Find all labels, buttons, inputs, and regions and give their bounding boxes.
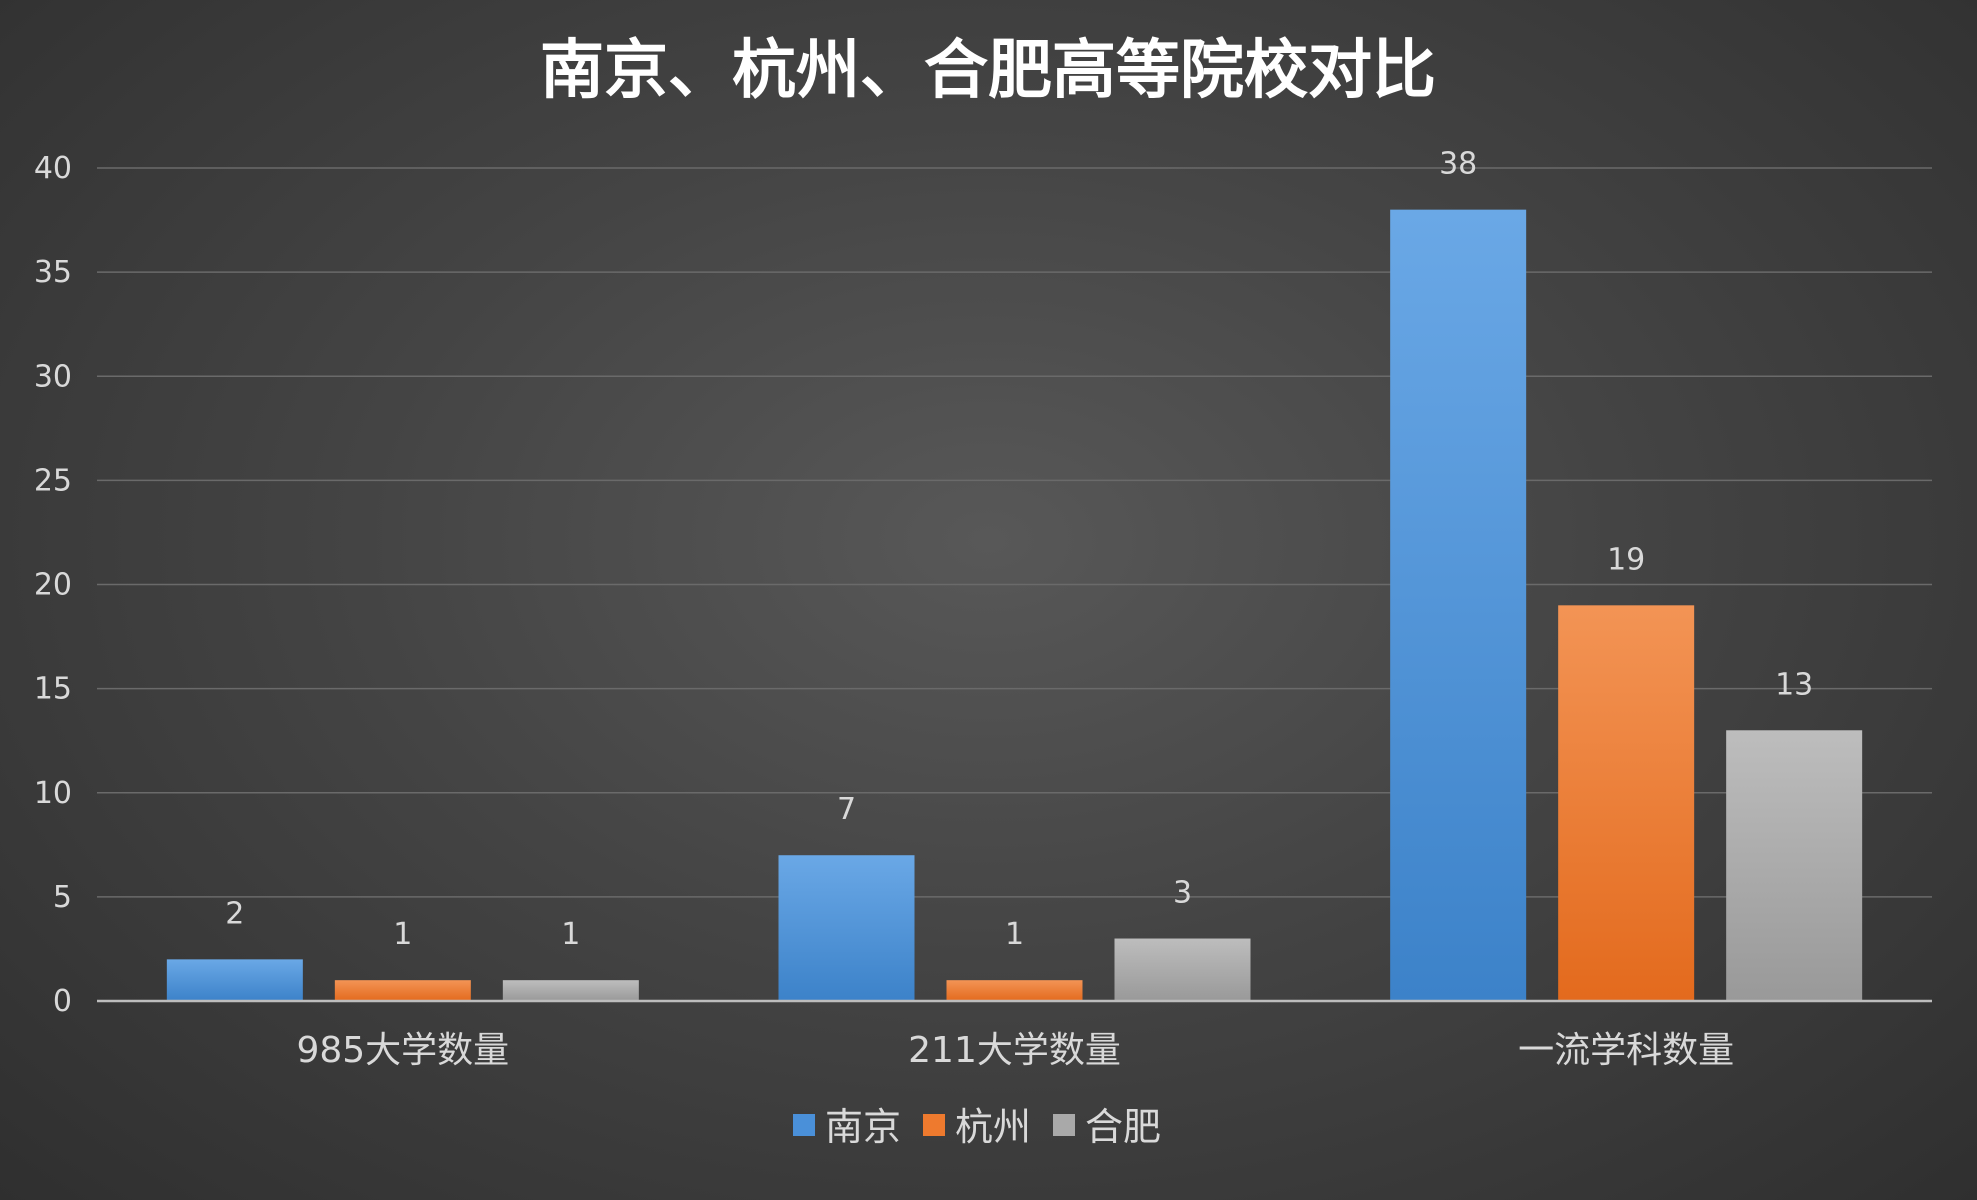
y-tick-label: 15	[34, 672, 72, 707]
y-tick-label: 20	[34, 568, 72, 603]
bars	[166, 209, 1863, 1001]
data-label: 38	[1439, 147, 1477, 182]
data-label: 2	[225, 896, 244, 931]
bar-南京-211大学数量	[778, 855, 915, 1001]
data-label: 7	[837, 792, 856, 827]
chart-title: 南京、杭州、合肥高等院校对比	[540, 34, 1436, 108]
legend-swatch-南京	[793, 1114, 815, 1136]
y-tick-label: 30	[34, 359, 72, 394]
x-tick-label: 一流学科数量	[1518, 1030, 1734, 1071]
legend-swatch-合肥	[1053, 1114, 1075, 1136]
legend-label: 合肥	[1085, 1105, 1161, 1149]
bar-合肥-985大学数量	[502, 980, 639, 1001]
data-label: 1	[1005, 917, 1024, 952]
bar-合肥-一流学科数量	[1726, 730, 1863, 1001]
gridlines	[97, 167, 1932, 898]
data-label: 1	[561, 917, 580, 952]
x-tick-label: 211大学数量	[908, 1030, 1121, 1071]
data-label: 19	[1607, 542, 1645, 577]
legend-label: 杭州	[955, 1105, 1031, 1149]
legend-label: 南京	[825, 1105, 901, 1149]
bar-南京-985大学数量	[166, 959, 303, 1001]
bar-杭州-211大学数量	[946, 980, 1083, 1001]
y-axis-ticks: 0 5 10 15 20 25 30 35 40	[34, 151, 72, 1019]
bar-合肥-211大学数量	[1114, 938, 1251, 1001]
bar-南京-一流学科数量	[1390, 209, 1527, 1001]
y-tick-label: 5	[53, 880, 72, 915]
x-axis-ticks: 985大学数量 211大学数量 一流学科数量	[296, 1030, 1734, 1071]
y-tick-label: 25	[34, 463, 72, 498]
data-label: 3	[1173, 876, 1192, 911]
data-label: 13	[1775, 667, 1813, 702]
bar-杭州-985大学数量	[334, 980, 471, 1001]
legend-swatch-杭州	[923, 1114, 945, 1136]
legend: 南京 杭州 合肥	[793, 1105, 1161, 1149]
y-tick-label: 40	[34, 151, 72, 186]
bar-杭州-一流学科数量	[1558, 605, 1695, 1001]
y-tick-label: 35	[34, 255, 72, 290]
data-label: 1	[393, 917, 412, 952]
y-tick-label: 10	[34, 776, 72, 811]
y-tick-label: 0	[53, 984, 72, 1019]
x-tick-label: 985大学数量	[296, 1030, 509, 1071]
